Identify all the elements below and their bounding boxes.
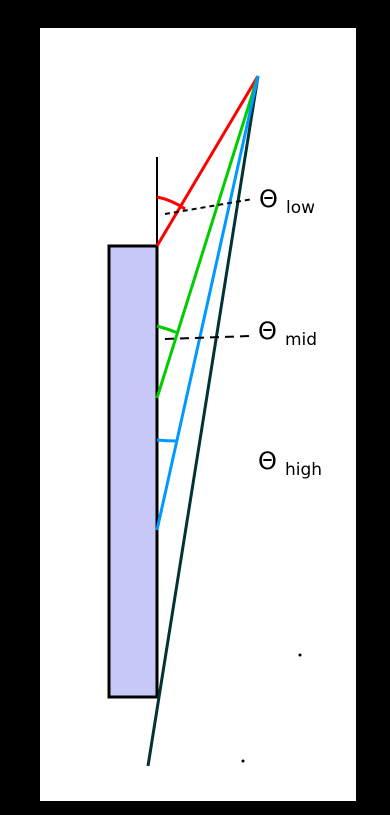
diagram-panel — [40, 28, 356, 801]
ray-extended — [146, 75, 260, 767]
stray-dot-1 — [298, 653, 302, 657]
block — [107, 244, 159, 699]
label-theta-mid: Θ mid — [258, 317, 317, 350]
theta-symbol-mid: Θ — [258, 317, 277, 345]
stray-dot-2 — [241, 759, 245, 763]
theta-symbol-low: Θ — [259, 185, 278, 213]
angle-arc-mid — [156, 324, 179, 335]
angle-arc-low — [156, 195, 186, 211]
label-theta-low: Θ low — [259, 185, 315, 218]
label-mid-text: mid — [285, 330, 317, 350]
leader-line-low — [164, 198, 254, 215]
ray-high — [155, 75, 260, 531]
angle-arc-high — [156, 438, 178, 443]
theta-symbol-high: Θ — [258, 447, 277, 475]
ray-mid — [155, 75, 260, 399]
label-high-text: high — [285, 460, 322, 480]
ray-low — [155, 75, 260, 247]
label-theta-high: Θ high — [258, 447, 322, 480]
label-low-text: low — [286, 198, 315, 218]
